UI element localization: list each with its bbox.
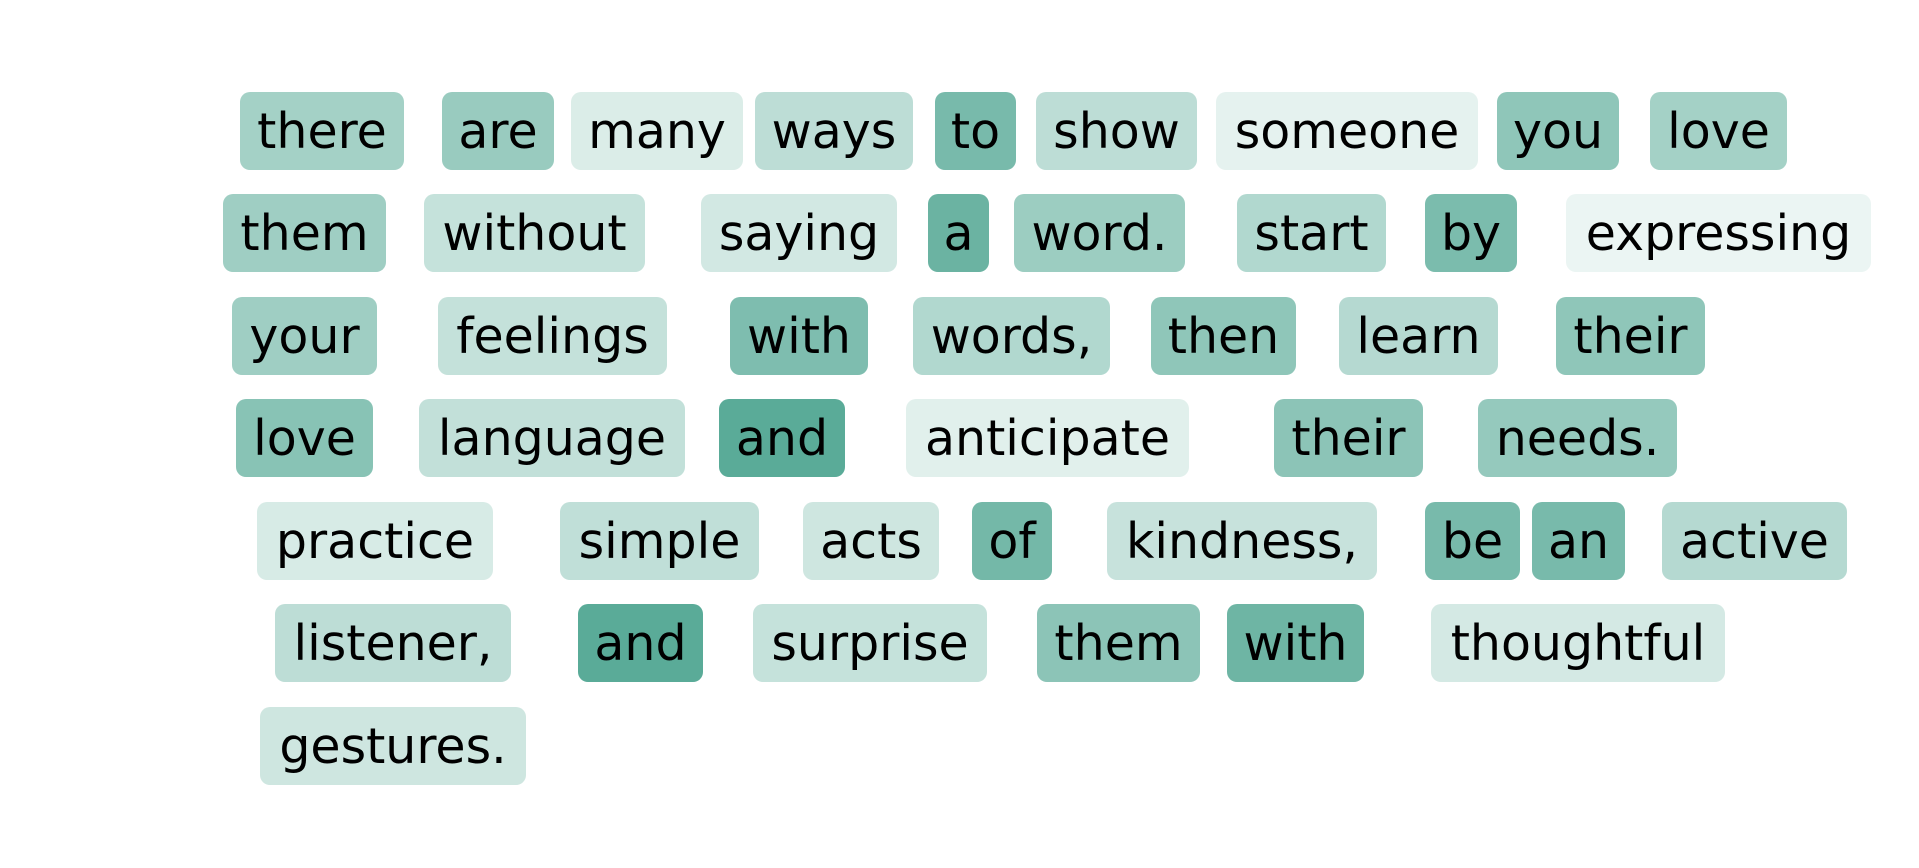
- token-highlight: their: [1274, 399, 1423, 477]
- token-highlight: by: [1425, 194, 1517, 272]
- token-highlight: without: [424, 194, 645, 272]
- token-highlight: there: [240, 92, 404, 170]
- token-highlight: be: [1425, 502, 1520, 580]
- token-highlight: you: [1497, 92, 1619, 170]
- token-highlight: acts: [803, 502, 939, 580]
- token-highlight: words,: [913, 297, 1110, 375]
- token-highlight: your: [232, 297, 377, 375]
- token-highlight: love: [1650, 92, 1787, 170]
- token-highlight: show: [1036, 92, 1197, 170]
- token-highlight: an: [1532, 502, 1625, 580]
- token-highlight: kindness,: [1107, 502, 1377, 580]
- token-highlight: are: [442, 92, 554, 170]
- token-highlight: them: [223, 194, 386, 272]
- token-highlight: listener,: [275, 604, 511, 682]
- token-highlight: many: [571, 92, 743, 170]
- token-highlight: someone: [1216, 92, 1478, 170]
- token-highlight: needs.: [1478, 399, 1677, 477]
- token-highlight: anticipate: [906, 399, 1189, 477]
- token-highlight: saying: [701, 194, 897, 272]
- token-highlight: surprise: [753, 604, 987, 682]
- token-highlight: feelings: [438, 297, 667, 375]
- token-highlight: language: [419, 399, 685, 477]
- token-highlight: thoughtful: [1431, 604, 1725, 682]
- token-highlight: their: [1556, 297, 1705, 375]
- token-highlight: of: [972, 502, 1052, 580]
- token-highlight: gestures.: [260, 707, 526, 785]
- token-highlight: start: [1237, 194, 1386, 272]
- token-highlight: simple: [560, 502, 759, 580]
- token-highlight: ways: [755, 92, 913, 170]
- token-highlight: active: [1662, 502, 1847, 580]
- token-highlight: with: [1227, 604, 1364, 682]
- token-highlight: them: [1037, 604, 1200, 682]
- token-highlight: word.: [1014, 194, 1185, 272]
- token-highlight: then: [1151, 297, 1296, 375]
- token-highlight: practice: [257, 502, 493, 580]
- token-highlight: love: [236, 399, 373, 477]
- token-highlight: and: [719, 399, 845, 477]
- token-highlight: and: [578, 604, 703, 682]
- token-highlight: a: [928, 194, 989, 272]
- token-highlight: learn: [1339, 297, 1498, 375]
- token-highlight: expressing: [1566, 194, 1871, 272]
- token-highlight: with: [730, 297, 868, 375]
- token-highlight: to: [935, 92, 1016, 170]
